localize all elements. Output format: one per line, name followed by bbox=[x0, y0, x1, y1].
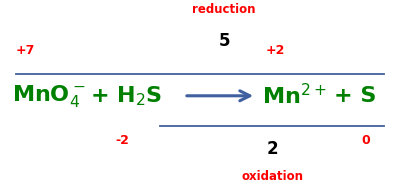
Text: Mn$^{2+}$: Mn$^{2+}$ bbox=[262, 83, 326, 108]
Text: + H$_2$S: + H$_2$S bbox=[90, 84, 162, 108]
Text: +7: +7 bbox=[16, 44, 35, 57]
Text: + S: + S bbox=[334, 86, 376, 106]
Text: 0: 0 bbox=[362, 134, 370, 147]
Text: reduction: reduction bbox=[192, 3, 256, 16]
Text: MnO$_4^-$: MnO$_4^-$ bbox=[12, 83, 86, 109]
Text: 2: 2 bbox=[266, 140, 278, 158]
Text: -2: -2 bbox=[115, 134, 129, 147]
Text: +2: +2 bbox=[266, 44, 285, 57]
Text: oxidation: oxidation bbox=[241, 170, 303, 183]
Text: 5: 5 bbox=[218, 32, 230, 50]
